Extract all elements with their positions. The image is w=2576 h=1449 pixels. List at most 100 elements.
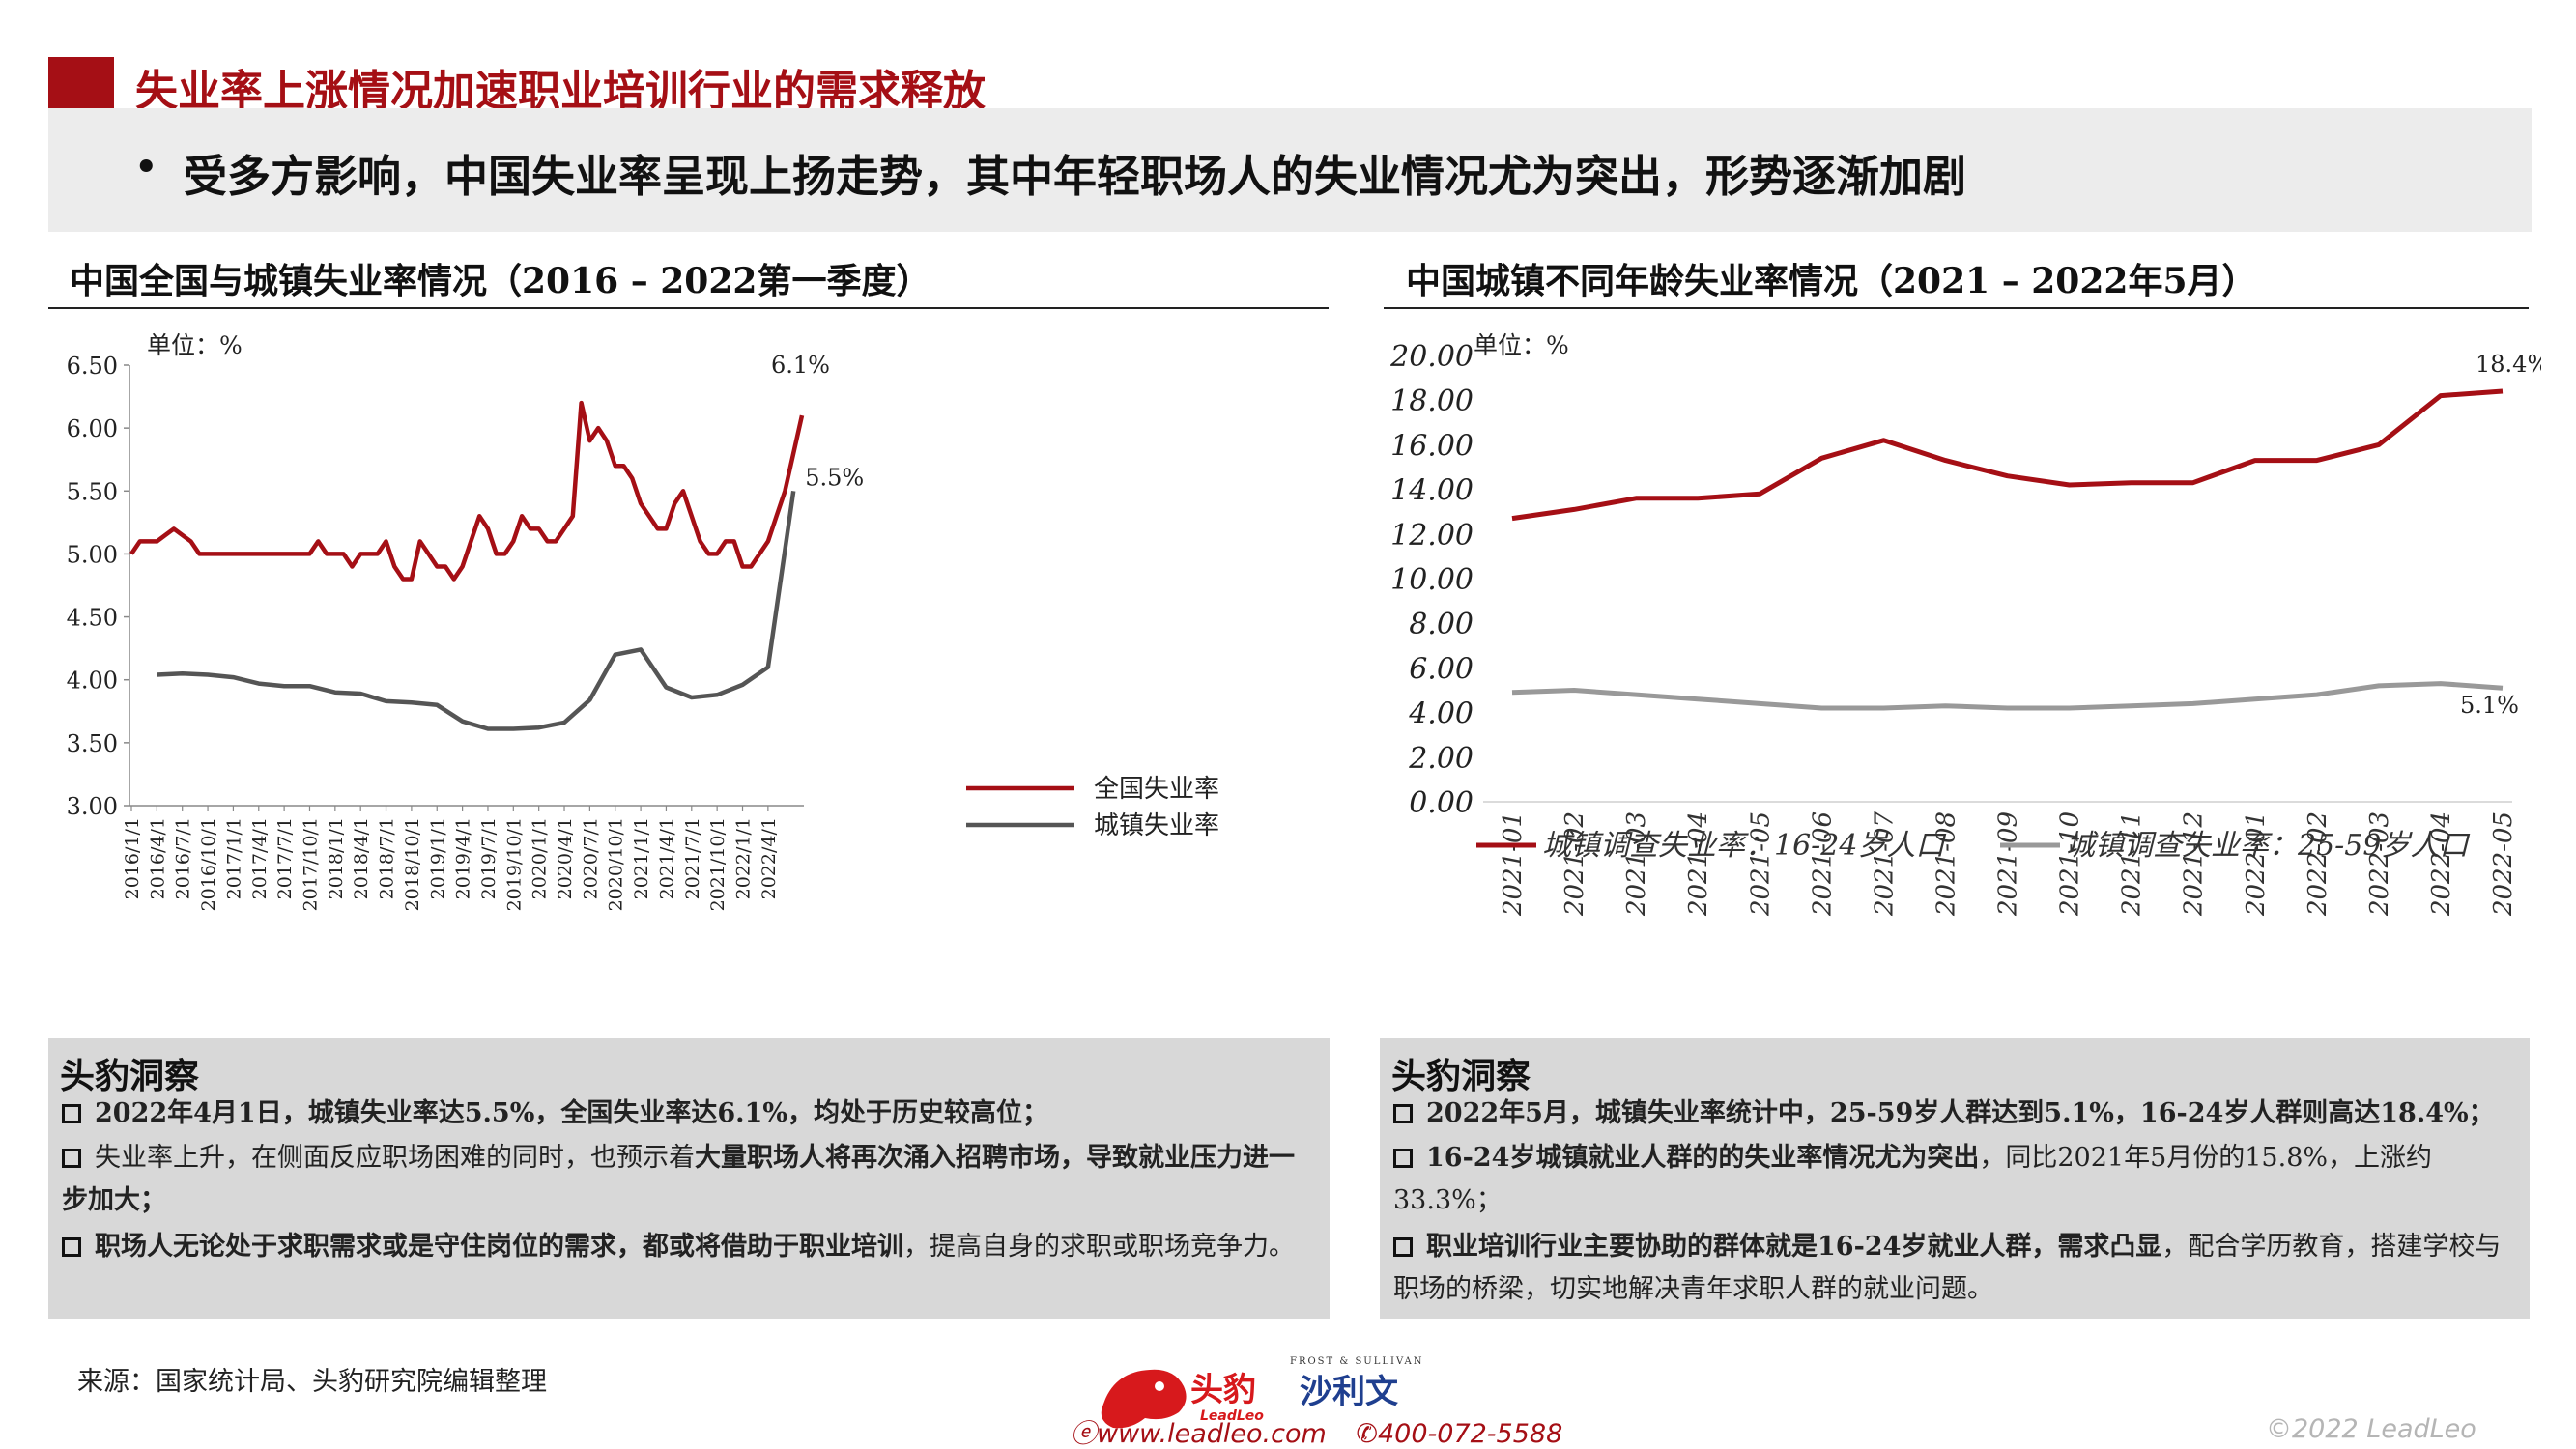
page-title: 失业率上涨情况加速职业培训行业的需求释放 xyxy=(135,67,986,116)
partner-cn: 沙利文 xyxy=(1300,1373,1398,1411)
x-tick-label: 2021-06 xyxy=(1808,811,1837,917)
age-group-unemployment-chart: 20.00 18.00 16.00 14.00 12.00 10.00 8.00 6.00 4.… xyxy=(1389,331,2541,917)
x-tick-label: 2019/7/1 xyxy=(478,817,500,899)
x-tick-label: 2021-02 xyxy=(1560,811,1589,917)
brand-cn: 头豹 xyxy=(1190,1371,1256,1409)
left-chart-rule xyxy=(48,307,1329,309)
x-tick-label: 2021-08 xyxy=(1932,811,1961,917)
y-tick-label: 2.00 xyxy=(1408,742,1474,776)
y-tick-label: 5.50 xyxy=(67,478,118,505)
title-accent-square xyxy=(48,57,114,117)
x-tick-label: 2022/1/1 xyxy=(733,817,755,899)
x-tick-label: 2018/7/1 xyxy=(377,817,398,899)
x-tick-label: 2021-10 xyxy=(2056,811,2085,917)
y-tick-label: 10.00 xyxy=(1390,563,1474,597)
page-title-bar: 失业率上涨情况加速职业培训行业的需求释放 xyxy=(48,56,986,118)
legend-label: 城镇调查失业率：16-24岁人口 xyxy=(1542,829,1946,863)
insight-item-right-1: 2022年5月，城镇失业率统计中，25-59岁人群达到5.1%，16-24岁人群… xyxy=(1393,1093,2524,1135)
insight-text-bold: 大量职场人将再次涌入招聘市场，导致就业压力进一步加大； xyxy=(62,1143,1295,1215)
unit-label: 单位：% xyxy=(1474,331,1569,359)
x-tick-label: 2019/4/1 xyxy=(453,817,474,899)
y-tick-label: 6.00 xyxy=(67,415,118,442)
checkbox-icon xyxy=(62,1237,81,1257)
x-tick-label: 2021-05 xyxy=(1746,811,1775,917)
series-line-national xyxy=(129,400,805,582)
x-tick-label: 2021-07 xyxy=(1870,811,1899,917)
contact-line: ⓔwww.leadleo.com ✆400-072-5588 xyxy=(1071,1412,1562,1449)
x-tick-label: 2016/4/1 xyxy=(147,817,168,899)
x-tick-label: 2016/1/1 xyxy=(122,817,143,899)
insight-item-left-2: 失业率上升，在侧面反应职场困难的同时，也预示着大量职场人将再次涌入招聘市场，导致… xyxy=(62,1137,1318,1222)
x-tick-label: 2020/7/1 xyxy=(580,817,601,899)
x-tick-label: 2018/10/1 xyxy=(402,817,423,911)
x-tick-label: 2020/4/1 xyxy=(555,817,576,899)
brand-logos: 头豹 LeadLeo FROST & SULLIVAN 沙利文 xyxy=(1101,1356,1423,1429)
y-tick-label: 14.00 xyxy=(1390,474,1474,508)
phone-number: 400-072-5588 xyxy=(1378,1419,1563,1449)
web-icon: ⓔ xyxy=(1071,1419,1097,1449)
copyright: ©2022 LeadLeo xyxy=(2266,1414,2476,1444)
x-tick-label: 2021/10/1 xyxy=(707,817,729,911)
x-tick-label: 2018/4/1 xyxy=(351,817,372,899)
end-value-label: 18.4% xyxy=(2476,351,2541,378)
y-tick-label: 8.00 xyxy=(1409,608,1474,641)
y-tick-label: 16.00 xyxy=(1390,429,1474,463)
x-tick-label: 2018/1/1 xyxy=(326,817,347,899)
insight-item-right-2: 16-24岁城镇就业人群的的失业率情况尤为突出，同比2021年5月份的15.8%… xyxy=(1393,1137,2524,1222)
y-tick-label: 12.00 xyxy=(1390,519,1474,553)
insight-item-left-3: 职场人无论处于求职需求或是守住岗位的需求，都或将借助于职业培训，提高自身的求职或… xyxy=(62,1226,1318,1268)
insight-text: ，提高自身的求职或职场竞争力。 xyxy=(903,1232,1295,1262)
right-chart-title: 中国城镇不同年龄失业率情况（2021 – 2022年5月） xyxy=(1406,261,2257,301)
insight-text-bold: 2022年5月，城镇失业率统计中，25-59岁人群达到5.1%，16-24岁人群… xyxy=(1426,1098,2495,1128)
insight-text: 失业率上升，在侧面反应职场困难的同时，也预示着 xyxy=(95,1143,695,1173)
end-value-label: 6.1% xyxy=(771,352,830,379)
insight-text-bold: 职场人无论处于求职需求或是守住岗位的需求，都或将借助于职业培训 xyxy=(95,1232,903,1262)
insight-text-bold: 职业培训行业主要协助的群体就是16-24岁就业人群，需求凸显 xyxy=(1426,1232,2162,1262)
x-tick-label: 2021-11 xyxy=(2118,811,2147,917)
x-tick-label: 2021-04 xyxy=(1684,811,1713,917)
y-tick-label: 4.00 xyxy=(1408,697,1474,731)
legend-label: 城镇调查失业率：25-59岁人口 xyxy=(2066,829,2470,863)
insight-panel-right: 头豹洞察 2022年5月，城镇失业率统计中，25-59岁人群达到5.1%，16-… xyxy=(1380,1038,2530,1319)
summary-text: 受多方影响，中国失业率呈现上扬走势，其中年轻职场人的失业情况尤为突出，形势逐渐加… xyxy=(184,151,1967,202)
series-line-urban xyxy=(157,490,796,731)
x-tick-label: 2021/1/1 xyxy=(631,817,652,899)
national-urban-unemployment-chart: 6.50 6.00 5.50 5.00 4.50 4.00 3.50 3.00 单位：% 2016… xyxy=(67,331,1219,911)
y-tick-label: 4.00 xyxy=(67,668,118,695)
right-chart-rule xyxy=(1384,307,2529,309)
x-tick-label: 2022-02 xyxy=(2304,811,2333,917)
x-tick-label: 2016/7/1 xyxy=(173,817,194,899)
y-tick-label: 0.00 xyxy=(1409,786,1474,820)
legend-label: 全国失业率 xyxy=(1094,775,1219,804)
series-line-25-59 xyxy=(1511,681,2504,711)
x-tick-label: 2021-01 xyxy=(1499,811,1528,917)
checkbox-icon xyxy=(62,1149,81,1168)
insight-title-right: 头豹洞察 xyxy=(1391,1056,1531,1096)
insight-title-left: 头豹洞察 xyxy=(60,1056,200,1096)
y-tick-label: 6.50 xyxy=(67,353,118,380)
x-tick-label: 2021/4/1 xyxy=(656,817,677,899)
x-tick-label: 2017/1/1 xyxy=(223,817,244,899)
partner-en: FROST & SULLIVAN xyxy=(1290,1356,1423,1367)
x-tick-label: 2019/1/1 xyxy=(427,817,448,899)
x-tick-label: 2016/10/1 xyxy=(198,817,219,911)
insight-text-bold: 2022年4月1日，城镇失业率达5.5%，全国失业率达6.1%，均处于历史较高位… xyxy=(95,1098,1048,1128)
x-tick-label: 2022/4/1 xyxy=(758,817,780,899)
x-tick-label: 2022-03 xyxy=(2365,811,2394,917)
end-value-label: 5.5% xyxy=(805,464,864,491)
x-tick-label: 2021-09 xyxy=(1994,811,2023,917)
x-tick-label: 2022-04 xyxy=(2427,811,2456,917)
checkbox-icon xyxy=(62,1104,81,1123)
end-value-label: 5.1% xyxy=(2460,692,2519,719)
insight-item-left-1: 2022年4月1日，城镇失业率达5.5%，全国失业率达6.1%，均处于历史较高位… xyxy=(62,1093,1048,1135)
unit-label: 单位：% xyxy=(147,331,243,359)
insight-text: ，同比2021年5月份的15.8%，上涨约33.3%； xyxy=(1393,1143,2433,1215)
x-tick-label: 2021/7/1 xyxy=(682,817,703,899)
website-link[interactable]: www.leadleo.com xyxy=(1097,1419,1327,1449)
x-tick-label: 2020/1/1 xyxy=(530,817,551,899)
checkbox-icon xyxy=(1393,1237,1413,1257)
x-tick-label: 2017/7/1 xyxy=(274,817,296,899)
y-tick-label: 20.00 xyxy=(1389,340,1474,374)
brand-en: LeadLeo xyxy=(1200,1408,1264,1424)
insight-text: ，配合学历教育，搭建学校与职场的桥梁，切实地解决青年求职人群的就业问题。 xyxy=(1393,1232,2502,1304)
